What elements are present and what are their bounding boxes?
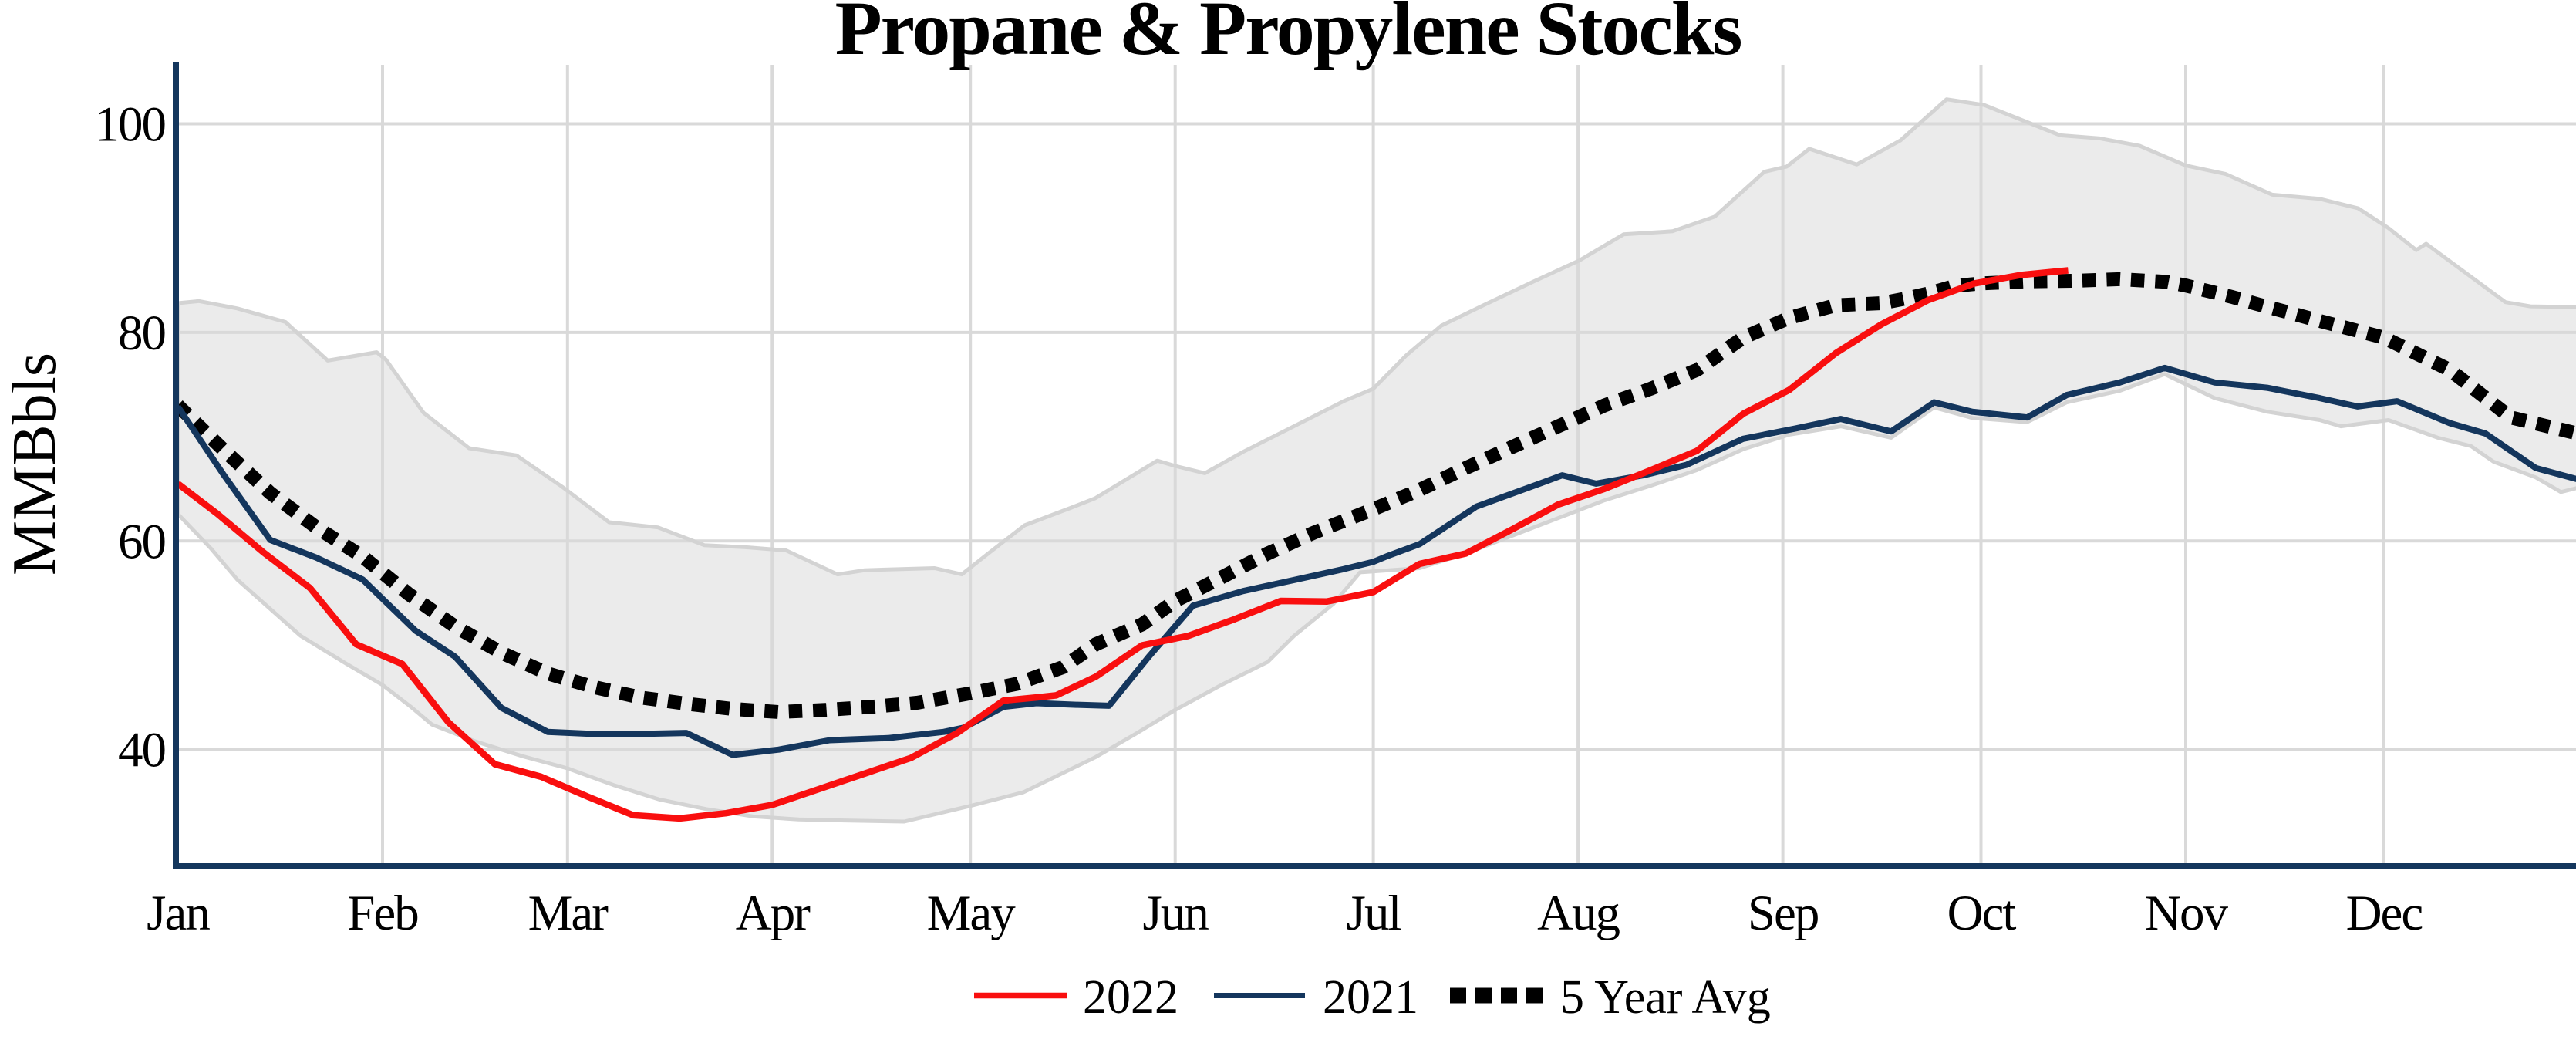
svg-text:Jan: Jan	[147, 886, 210, 941]
svg-text:Oct: Oct	[1947, 886, 2017, 941]
svg-text:5 Year Avg: 5 Year Avg	[1560, 971, 1771, 1024]
svg-text:MMBbls: MMBbls	[1, 353, 69, 575]
svg-text:Dec: Dec	[2346, 886, 2423, 941]
svg-text:100: 100	[95, 97, 166, 153]
svg-text:Aug: Aug	[1537, 886, 1620, 941]
svg-text:Mar: Mar	[528, 886, 609, 941]
svg-text:Nov: Nov	[2145, 886, 2228, 941]
svg-text:80: 80	[118, 305, 166, 361]
svg-text:2021: 2021	[1323, 971, 1418, 1024]
svg-text:40: 40	[118, 723, 166, 778]
svg-text:60: 60	[118, 514, 166, 569]
svg-text:Feb: Feb	[347, 886, 418, 941]
svg-text:May: May	[927, 886, 1017, 941]
svg-text:Propane & Propylene Stocks: Propane & Propylene Stocks	[835, 0, 1741, 71]
svg-text:Apr: Apr	[736, 886, 811, 941]
svg-text:2022: 2022	[1083, 971, 1178, 1024]
svg-text:Jul: Jul	[1347, 886, 1401, 941]
svg-text:Jun: Jun	[1143, 886, 1209, 941]
svg-text:Sep: Sep	[1748, 886, 1819, 941]
